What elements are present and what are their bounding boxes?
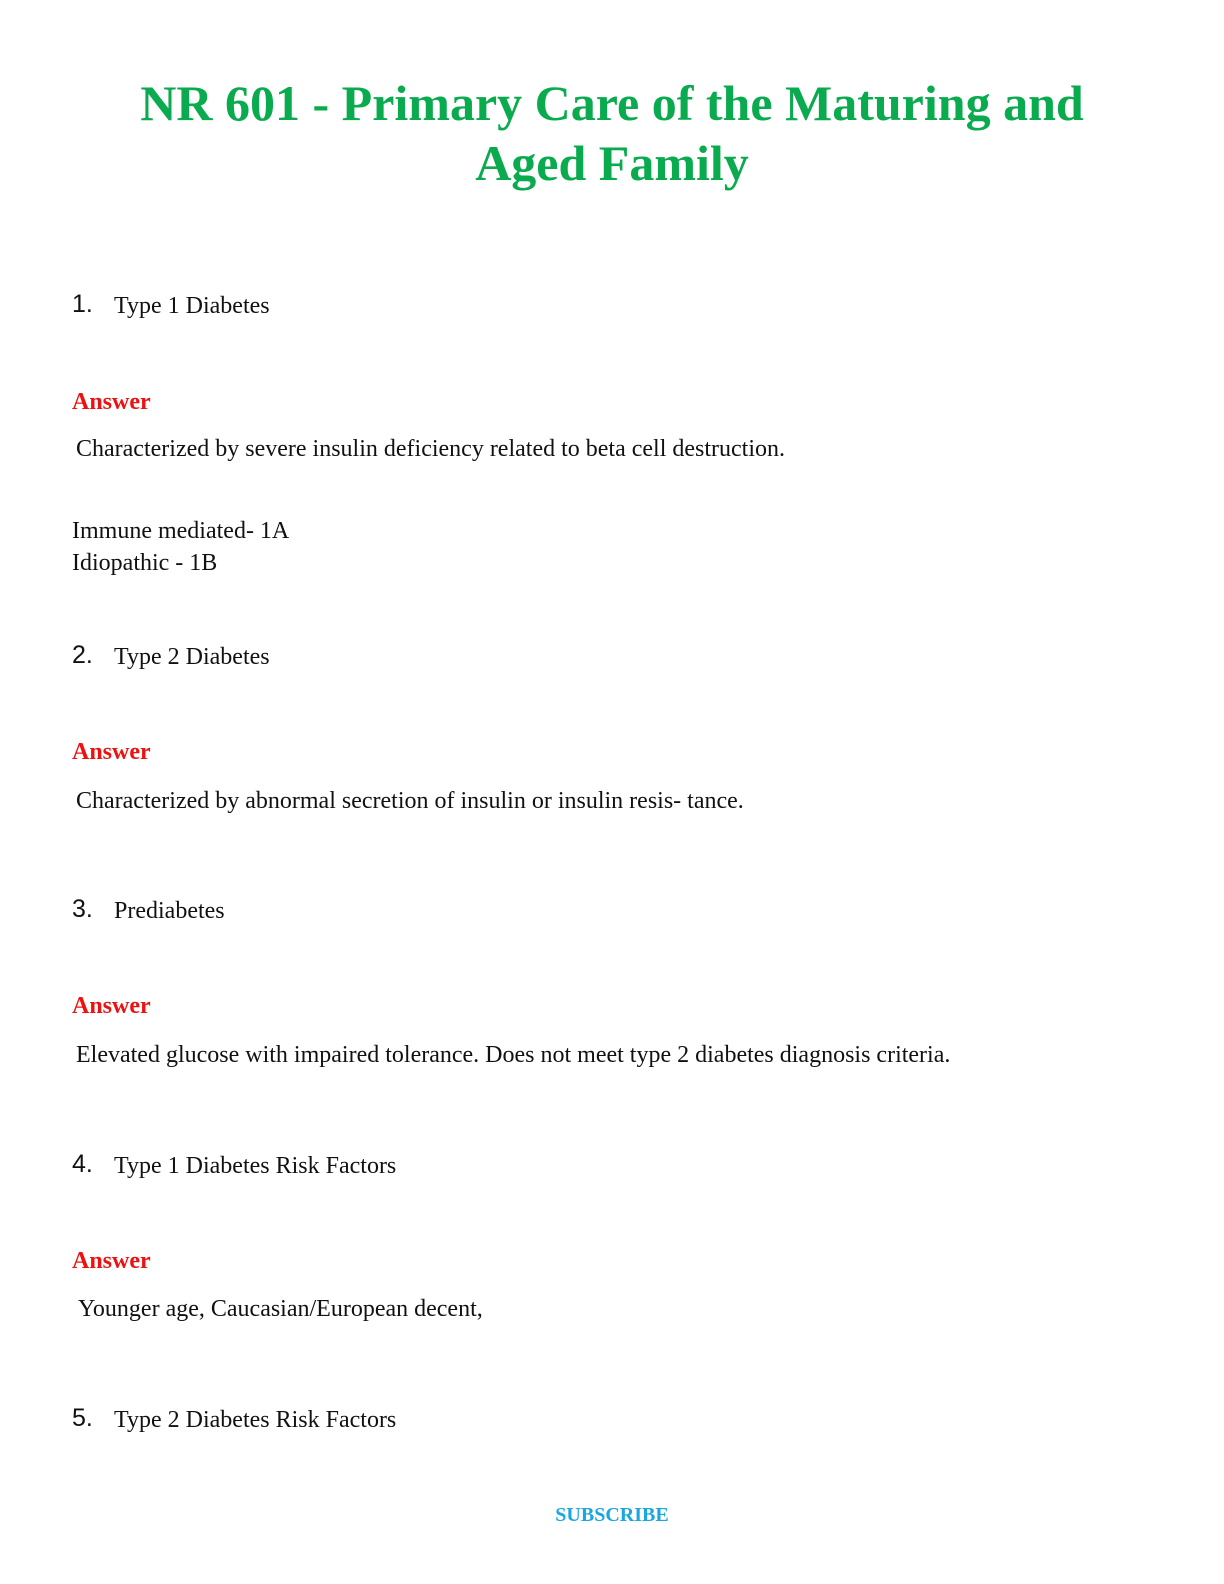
question: Type 1 Diabetes [114, 293, 270, 319]
answer-text: Immune mediated- 1A [72, 518, 290, 544]
question: Type 2 Diabetes [114, 644, 270, 670]
title-line: NR 601 - Primary Care of the Maturing an… [140, 75, 1084, 131]
title-line: Aged Family [475, 135, 749, 191]
item-number: 2. [72, 641, 93, 669]
answer-text: Characterized by severe insulin deficien… [76, 436, 786, 462]
question: Type 2 Diabetes Risk Factors [114, 1407, 397, 1433]
answer-text: Characterized by abnormal secretion of i… [76, 788, 744, 814]
answer-text: Idiopathic - 1B [72, 550, 218, 576]
item-number: 4. [72, 1150, 93, 1178]
answer-label: Answer [72, 993, 151, 1019]
answer-label: Answer [72, 1248, 151, 1274]
question: Type 1 Diabetes Risk Factors [114, 1153, 397, 1179]
item-number: 5. [72, 1404, 93, 1432]
subscribe-link[interactable]: SUBSCRIBE [555, 1504, 669, 1526]
question: Prediabetes [114, 898, 225, 924]
item-number: 1. [72, 290, 93, 318]
answer-label: Answer [72, 739, 151, 765]
answer-text: Younger age, Caucasian/European decent, [78, 1296, 483, 1322]
answer-label: Answer [72, 389, 151, 415]
item-number: 3. [72, 895, 93, 923]
answer-text: Elevated glucose with impaired tolerance… [76, 1042, 951, 1068]
